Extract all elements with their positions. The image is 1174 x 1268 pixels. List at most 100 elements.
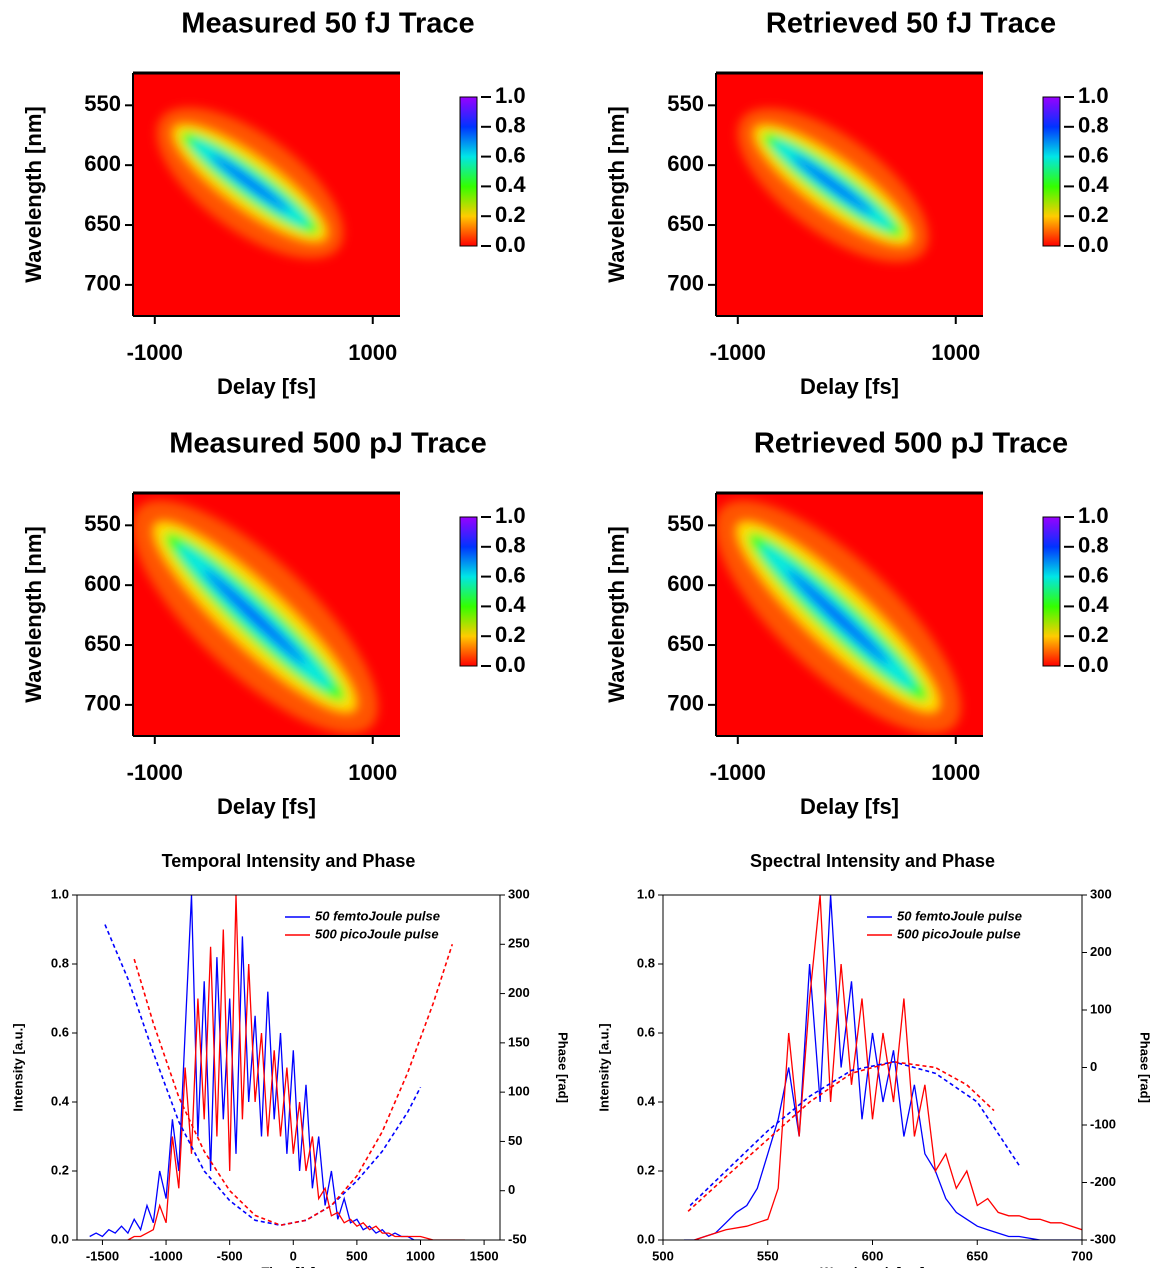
colorbar-tick-label: 0.4 [1078,592,1109,617]
colorbar-tick-label: 0.4 [495,172,526,197]
x-tick-label: -1500 [86,1248,119,1263]
x-tick-label: 600 [862,1248,884,1263]
y-tick-label: 650 [84,631,121,656]
y2-tick-label: 200 [1090,944,1112,959]
colorbar-tick-label: 0.8 [495,113,526,138]
x-tick-label: -1000 [710,340,766,365]
streak [156,107,344,259]
y-tick-label: 0.0 [51,1231,69,1246]
intensity-image [156,107,344,259]
phase-line [104,924,422,1227]
intensity-line [127,895,465,1240]
y2-axis-label: Phase [rad] [1138,1032,1153,1103]
y-tick-label: 650 [667,211,704,236]
colorbar [1042,96,1061,247]
y2-tick-label: 0 [508,1182,515,1197]
y-tick-label: 600 [84,151,121,176]
y-tick-label: 600 [667,151,704,176]
colorbar-tick-label: 0.8 [495,533,526,558]
x-tick-label: 550 [757,1248,779,1263]
y-axis-label: Wavelength [nm] [604,526,629,702]
colorbar-tick-label: 0.6 [495,562,526,587]
colorbar [459,96,478,247]
intensity-image [737,108,929,262]
streak-layer [786,569,890,665]
plot-frame [662,894,1083,1241]
streak-layer [211,154,289,212]
x-axis-label: Delay [fs] [217,794,316,819]
colorbar-tick-label: 0.0 [1078,232,1109,257]
y-axis-label: Wavelength [nm] [21,106,46,282]
chart-title: Spectral Intensity and Phase [750,851,995,871]
colorbar-tick-label: 0.0 [1078,652,1109,677]
y2-tick-label: 300 [508,886,530,901]
y-tick-label: 600 [667,571,704,596]
colorbar-tick-label: 0.0 [495,232,526,257]
x-axis-label: Delay [fs] [800,374,899,399]
x-tick-label: 1000 [348,340,397,365]
y-tick-label: 600 [84,571,121,596]
phase-line [133,944,454,1227]
colorbar-tick-label: 0.8 [1078,533,1109,558]
x-tick-label: 1500 [470,1248,499,1263]
colorbar-tick-label: 0.0 [495,652,526,677]
streak [737,108,929,262]
y-tick-label: 0.8 [51,955,69,970]
streak-layer [793,155,873,215]
x-tick-label: 500 [346,1248,368,1263]
colorbar [459,516,478,667]
intensity-line [89,895,421,1240]
y-tick-label: 550 [84,91,121,116]
plot-area [684,895,1082,1240]
colorbar-tick-label: 0.2 [495,202,526,227]
y2-tick-label: 200 [508,985,530,1000]
y-tick-label: 650 [667,631,704,656]
streak [716,500,962,734]
colorbar-tick-label: 1.0 [1078,503,1109,528]
y-tick-label: 650 [84,211,121,236]
x-tick-label: -500 [217,1248,243,1263]
plot-frame [76,894,501,1241]
y-tick-label: 0.6 [51,1024,69,1039]
y-axis-label: Intensity [a.u.] [10,1023,25,1111]
y-tick-label: 1.0 [51,886,69,901]
y-tick-label: 0.4 [51,1093,70,1108]
y2-tick-label: 0 [1090,1059,1097,1074]
colorbar-tick-label: 1.0 [495,503,526,528]
chart-title: Measured 50 fJ Trace [181,8,474,40]
y-axis-label: Wavelength [nm] [604,106,629,282]
chart-title: Retrieved 50 fJ Trace [766,8,1056,40]
y-tick-label: 0.8 [637,955,655,970]
colorbar-tick-label: 0.8 [1078,113,1109,138]
x-tick-label: -1000 [127,340,183,365]
colorbar-tick-label: 0.2 [1078,202,1109,227]
y-axis-label: Intensity [a.u.] [596,1023,611,1111]
colorbar-tick-label: 1.0 [495,83,526,108]
colorbar-tick-label: 0.2 [1078,622,1109,647]
y2-tick-label: -50 [508,1231,527,1246]
colorbar [1042,516,1061,667]
y2-tick-label: -200 [1090,1174,1116,1189]
colorbar-tick-label: 0.6 [1078,142,1109,167]
y-tick-label: 0.6 [637,1024,655,1039]
y2-tick-label: 100 [1090,1001,1112,1016]
y2-tick-label: 300 [1090,886,1112,901]
colorbar-tick-label: 0.6 [495,142,526,167]
chart-title: Measured 500 pJ Trace [169,428,487,460]
intensity-line [694,895,1082,1240]
chart-title: Retrieved 500 pJ Trace [754,428,1068,460]
colorbar-tick-label: 1.0 [1078,83,1109,108]
y2-tick-label: 50 [508,1133,522,1148]
legend-label: 50 femtoJoule pulse [315,908,440,923]
y-tick-label: 550 [84,511,121,536]
chart-title: Temporal Intensity and Phase [162,851,416,871]
y-tick-label: 700 [84,271,121,296]
y-tick-label: 550 [667,91,704,116]
y-tick-label: 700 [667,691,704,716]
x-axis-label: Wavelength [nm] [820,1264,924,1268]
y-tick-label: 0.0 [637,1231,655,1246]
x-tick-label: -1000 [710,760,766,785]
y-tick-label: 550 [667,511,704,536]
streak [133,500,379,734]
y-tick-label: 0.2 [51,1162,69,1177]
